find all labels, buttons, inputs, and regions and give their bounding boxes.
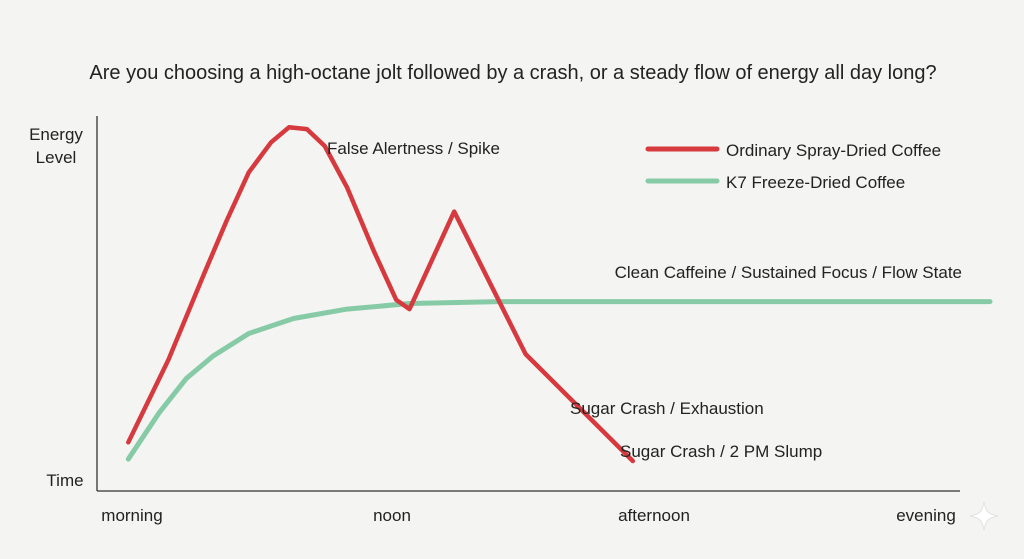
annotation-false-alertness: False Alertness / Spike	[327, 139, 500, 158]
x-axis-label: Time	[46, 471, 83, 490]
series-line-ordinary-spray-dried	[126, 125, 636, 464]
x-tick-label-morning: morning	[101, 506, 162, 525]
y-axis-label-line-1: Energy	[29, 125, 83, 144]
x-tick-label-noon: noon	[373, 506, 411, 525]
annotation-clean-caffeine: Clean Caffeine / Sustained Focus / Flow …	[615, 263, 962, 282]
y-axis-label-line-2: Level	[36, 148, 77, 167]
annotation-sugar-crash-exhaustion: Sugar Crash / Exhaustion	[570, 399, 764, 418]
sparkle-icon	[969, 501, 999, 531]
legend-label-k7: K7 Freeze-Dried Coffee	[726, 173, 905, 192]
chart-legend: Ordinary Spray-Dried Coffee K7 Freeze-Dr…	[645, 141, 941, 192]
x-tick-labels: morning noon afternoon evening	[101, 506, 955, 525]
x-tick-label-afternoon: afternoon	[618, 506, 690, 525]
series-lines	[125, 125, 993, 464]
series-line-k7-freeze-dried	[125, 299, 993, 462]
chart-title: Are you choosing a high-octane jolt foll…	[89, 62, 936, 84]
x-tick-label-evening: evening	[896, 506, 956, 525]
annotation-sugar-crash-slump: Sugar Crash / 2 PM Slump	[620, 442, 822, 461]
legend-label-ordinary: Ordinary Spray-Dried Coffee	[726, 141, 941, 160]
